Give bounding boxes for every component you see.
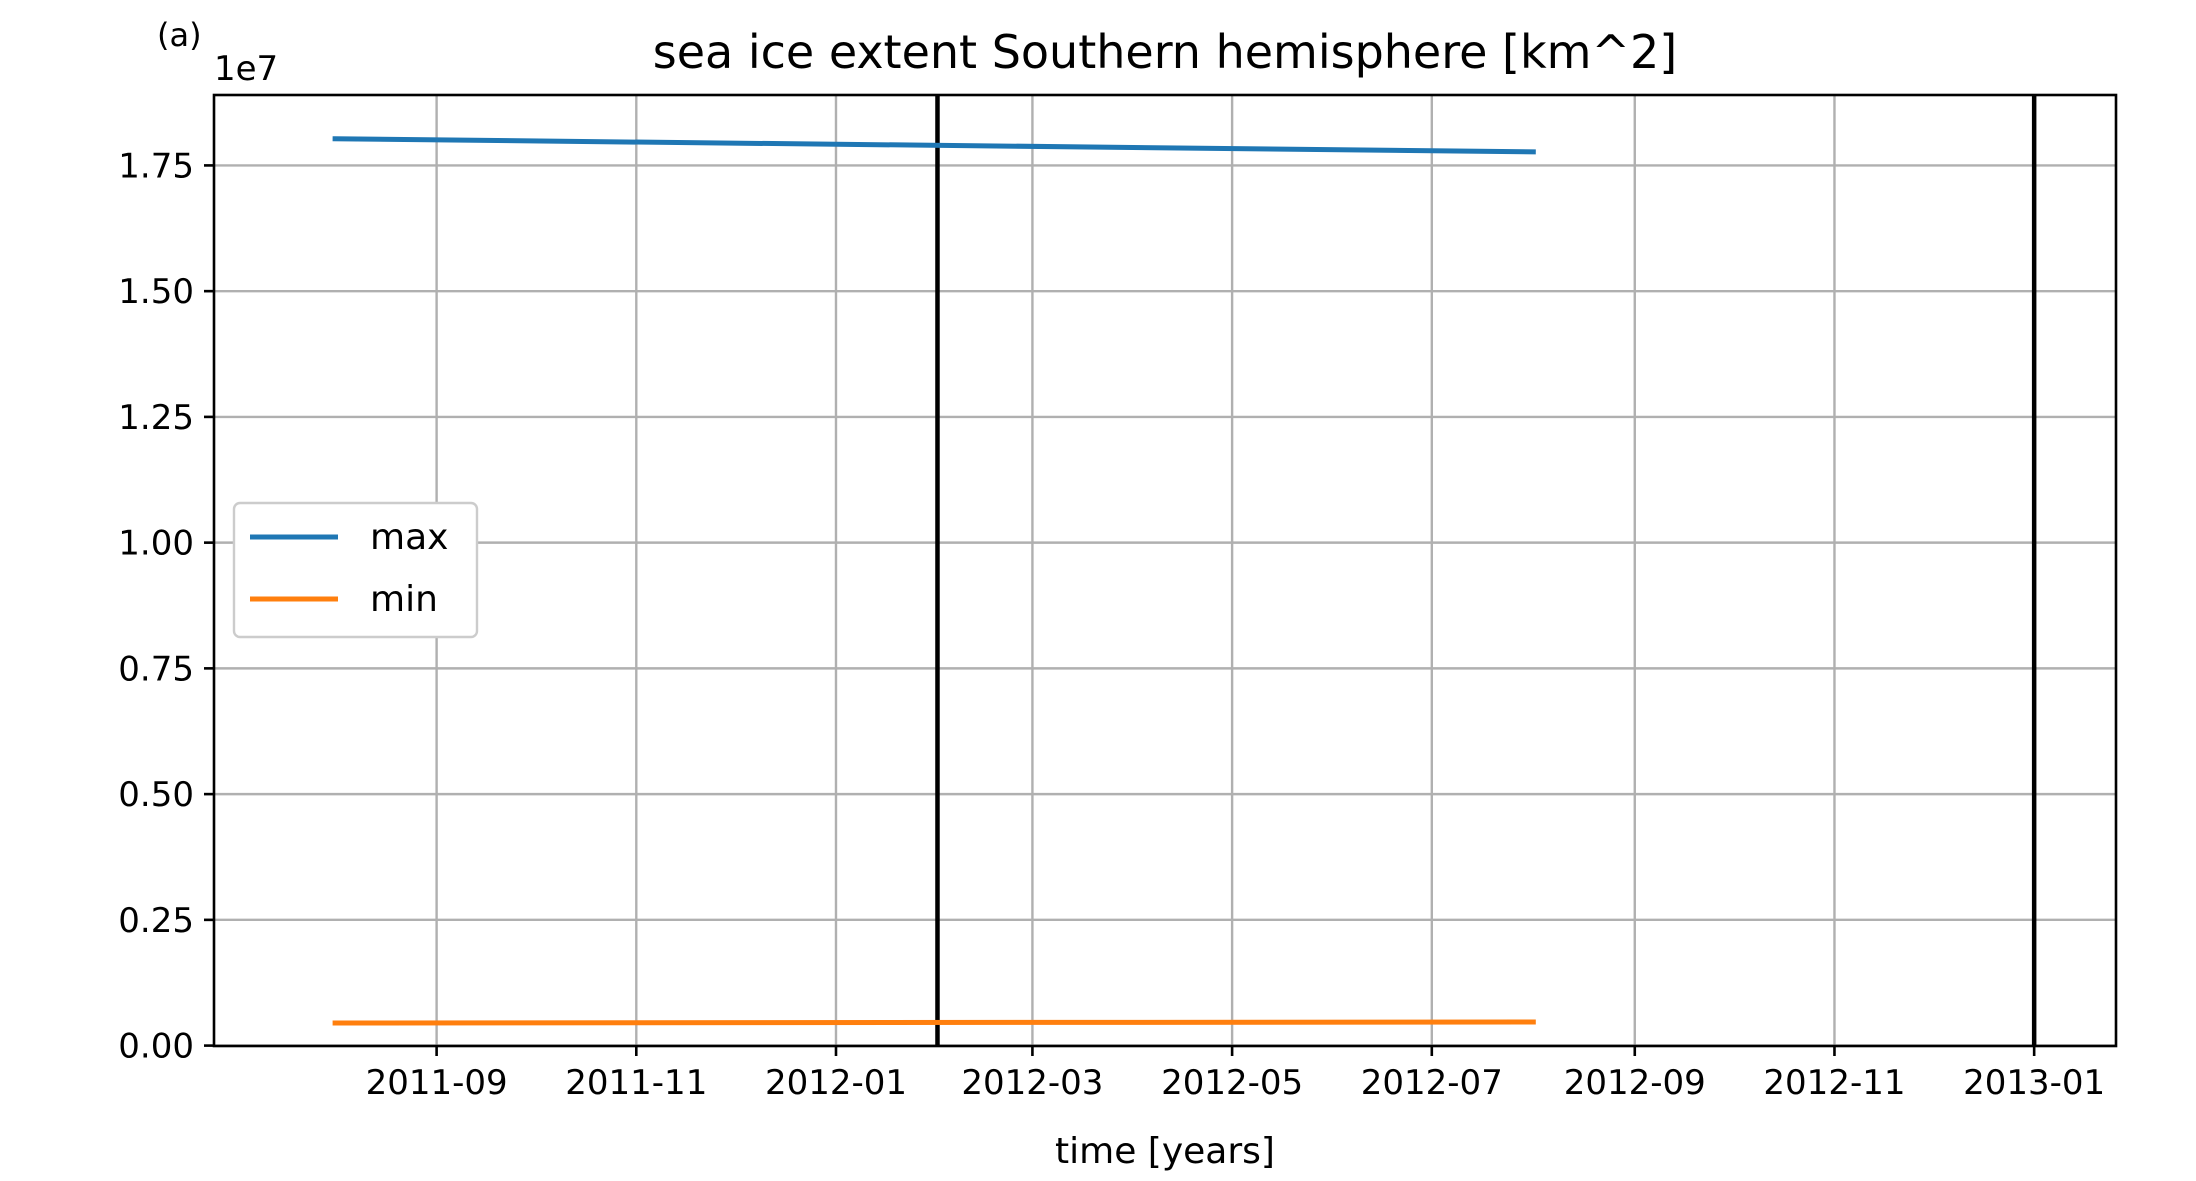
legend-label-max: max bbox=[370, 517, 448, 558]
y-tick-label: 0.75 bbox=[118, 649, 194, 689]
series-layer bbox=[332, 136, 1536, 1026]
y-offset-label: 1e7 bbox=[214, 49, 278, 89]
x-tick-label: 2011-11 bbox=[565, 1063, 707, 1103]
x-tick-label: 2012-09 bbox=[1564, 1063, 1706, 1103]
chart-title: sea ice extent Southern hemisphere [km^2… bbox=[653, 25, 1677, 79]
y-tick-label: 1.00 bbox=[118, 524, 194, 564]
y-tick-label: 0.50 bbox=[118, 775, 194, 815]
x-tick-label: 2012-05 bbox=[1161, 1063, 1303, 1103]
legend-label-min: min bbox=[370, 579, 438, 620]
y-tick-label: 1.75 bbox=[118, 146, 194, 186]
x-tick-label: 2012-07 bbox=[1361, 1063, 1503, 1103]
x-axis-label: time [years] bbox=[1055, 1131, 1275, 1172]
x-tick-label: 2012-11 bbox=[1763, 1063, 1905, 1103]
x-tick-label: 2012-03 bbox=[961, 1063, 1103, 1103]
y-tick-label: 0.00 bbox=[118, 1027, 194, 1067]
legend: max min bbox=[232, 501, 479, 639]
y-tick-label: 0.25 bbox=[118, 901, 194, 941]
axis-ticks: 2011-09 2011-11 2012-01 2012-03 2012-05 2012-… bbox=[118, 146, 2105, 1103]
x-tick-label: 2011-09 bbox=[366, 1063, 508, 1103]
x-tick-label: 2013-01 bbox=[1963, 1063, 2105, 1103]
series-line-min bbox=[332, 1019, 1536, 1026]
x-tick-label: 2012-01 bbox=[765, 1063, 907, 1103]
series-line-max bbox=[332, 136, 1536, 155]
y-tick-label: 1.25 bbox=[118, 398, 194, 438]
panel-label: (a) bbox=[157, 16, 202, 54]
plot-frame bbox=[212, 93, 2118, 1048]
vertical-lines bbox=[935, 95, 2037, 1046]
y-tick-label: 1.50 bbox=[118, 272, 194, 312]
grid-layer bbox=[214, 95, 2116, 1047]
